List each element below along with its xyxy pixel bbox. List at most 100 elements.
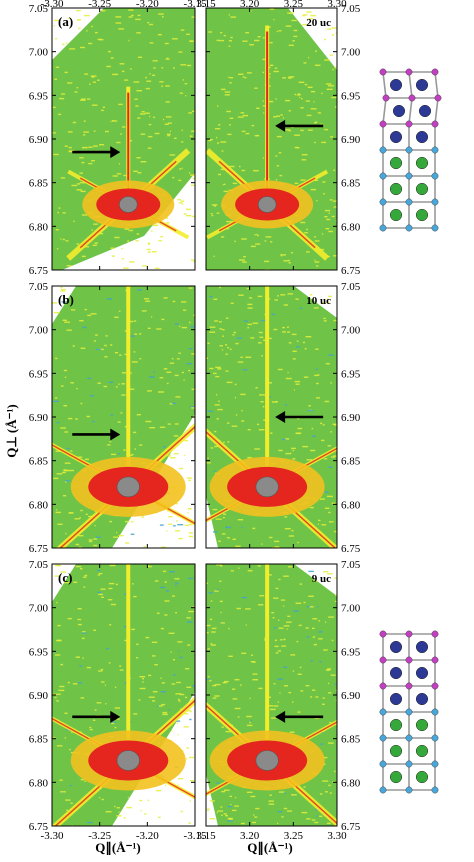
atom-center bbox=[415, 156, 429, 170]
y-ticks: 6.75 6.80 6.85 6.90 6.95 7.00 7.05 bbox=[29, 281, 195, 555]
arrow-indicator bbox=[275, 411, 324, 423]
y-tick-label: 6.90 bbox=[29, 134, 49, 146]
atom-center bbox=[415, 130, 429, 144]
atom-corner bbox=[434, 94, 442, 102]
y-tick-label: 6.75 bbox=[341, 265, 361, 277]
y-axis-title: Q⊥ (Å⁻¹) bbox=[4, 404, 19, 458]
y-tick-label: 6.95 bbox=[341, 646, 361, 658]
y-tick-label: 6.95 bbox=[341, 368, 361, 380]
x-axis-title-left: Q∥(Å⁻¹) bbox=[95, 840, 140, 856]
atom-center bbox=[415, 78, 429, 92]
y-tick-label: 6.85 bbox=[29, 456, 49, 468]
panel-label: (c) bbox=[58, 570, 72, 585]
atom-center bbox=[389, 130, 403, 144]
atom-center bbox=[392, 104, 406, 118]
bragg-peak bbox=[82, 180, 175, 229]
panel-c-left: -3.30 -3.25 -3.20 -3.15 6.75 6.80 6.85 6.90 6.95… bbox=[29, 559, 207, 842]
y-tick-label: 7.00 bbox=[29, 603, 49, 615]
y-tick-label: 7.00 bbox=[29, 47, 49, 59]
thickness-label: 10 uc bbox=[306, 295, 331, 307]
atom-corner bbox=[405, 708, 413, 716]
atom-corner bbox=[405, 682, 413, 690]
atom-corner bbox=[405, 734, 413, 742]
x-ticks: -3.30 -3.25 -3.20 -3.15 bbox=[41, 564, 207, 842]
bragg-peak bbox=[70, 456, 186, 517]
y-tick-label: 6.95 bbox=[341, 90, 361, 102]
crystal-structure-9uc bbox=[379, 630, 439, 794]
atom-center bbox=[415, 770, 429, 784]
bragg-peak bbox=[221, 180, 314, 229]
y-tick-label: 6.75 bbox=[29, 265, 49, 277]
atom-corner bbox=[405, 786, 413, 794]
atom-corner bbox=[405, 198, 413, 206]
y-ticks: 6.75 6.80 6.85 6.90 6.95 7.00 7.05 bbox=[29, 559, 195, 833]
y-ticks: 6.75 6.80 6.85 6.90 6.95 7.00 7.05 bbox=[206, 3, 361, 277]
atom-center bbox=[389, 744, 403, 758]
arrow-indicator bbox=[72, 428, 121, 441]
y-tick-label: 6.80 bbox=[29, 221, 49, 233]
x-ticks: 3.15 3.20 3.25 3.30 bbox=[196, 0, 347, 270]
x-tick-label-top: -3.15 bbox=[184, 0, 207, 10]
atom-corner bbox=[379, 224, 387, 232]
atom-corner bbox=[379, 172, 387, 180]
thickness-label: 20 uc bbox=[306, 17, 331, 29]
x-tick-label-top: 3.30 bbox=[327, 0, 347, 10]
panel-label: (a) bbox=[58, 14, 73, 29]
y-ticks: 6.75 6.80 6.85 6.90 6.95 7.00 7.05 bbox=[206, 281, 361, 555]
x-tick-label: -3.15 bbox=[184, 830, 207, 842]
y-tick-label: 6.85 bbox=[29, 734, 49, 746]
atom-center bbox=[389, 718, 403, 732]
y-tick-label: 6.80 bbox=[341, 221, 361, 233]
atom-center bbox=[415, 640, 429, 654]
bragg-peak bbox=[70, 730, 186, 791]
x-tick-label-top: 3.15 bbox=[196, 0, 216, 10]
y-tick-label: 6.90 bbox=[341, 412, 361, 424]
atom-corner bbox=[405, 172, 413, 180]
atom-center bbox=[389, 770, 403, 784]
heatmap-area bbox=[206, 286, 337, 548]
atom-corner bbox=[379, 708, 387, 716]
x-axis-title-right: Q∥(Å⁻¹) bbox=[247, 840, 292, 856]
panel-a-left: -3.30 -3.25 -3.20 -3.15 6.75 6.80 6.85 6.90 6.95… bbox=[29, 0, 207, 277]
heatmap-area bbox=[52, 564, 195, 826]
panel-a-right: 3.15 3.20 3.25 3.30 6.75 6.80 6.85 6.90 6.95 7.00… bbox=[196, 0, 360, 277]
atom-corner bbox=[379, 146, 387, 154]
y-tick-label: 7.05 bbox=[341, 281, 361, 293]
atom-center bbox=[389, 156, 403, 170]
y-tick-label: 7.00 bbox=[341, 603, 361, 615]
x-tick-label: 3.30 bbox=[327, 830, 347, 842]
y-tick-label: 6.95 bbox=[29, 368, 49, 380]
atom-center bbox=[389, 640, 403, 654]
heatmap-area bbox=[52, 8, 195, 270]
atom-corner bbox=[379, 682, 387, 690]
y-tick-label: 6.85 bbox=[341, 734, 361, 746]
atom-corner bbox=[431, 682, 439, 690]
y-ticks: 6.75 6.80 6.85 6.90 6.95 7.00 7.05 bbox=[206, 559, 361, 833]
thickness-label: 9 uc bbox=[312, 573, 331, 585]
y-tick-label: 6.80 bbox=[29, 777, 49, 789]
atom-corner bbox=[405, 120, 413, 128]
x-ticks: -3.30 -3.25 -3.20 -3.15 bbox=[41, 0, 207, 270]
y-tick-label: 6.85 bbox=[341, 456, 361, 468]
y-tick-label: 7.00 bbox=[29, 325, 49, 337]
x-tick-label: 3.15 bbox=[196, 830, 216, 842]
y-tick-label: 6.80 bbox=[341, 777, 361, 789]
y-tick-label: 7.00 bbox=[341, 325, 361, 337]
measured-region bbox=[206, 8, 337, 270]
atom-corner bbox=[379, 198, 387, 206]
atom-corner bbox=[431, 786, 439, 794]
atom-corner bbox=[405, 68, 413, 76]
y-tick-label: 6.90 bbox=[341, 690, 361, 702]
bragg-peak bbox=[209, 456, 325, 517]
atom-corner bbox=[379, 630, 387, 638]
x-ticks bbox=[205, 286, 338, 548]
y-tick-label: 6.90 bbox=[29, 412, 49, 424]
atom-center bbox=[389, 208, 403, 222]
atom-corner bbox=[431, 68, 439, 76]
y-tick-label: 6.75 bbox=[29, 821, 49, 833]
y-tick-label: 6.75 bbox=[341, 821, 361, 833]
atom-center bbox=[418, 104, 432, 118]
panel-c-right: 3.15 3.20 3.25 3.306.75 6.80 6.85 6.90 6.95 7.00… bbox=[196, 559, 361, 842]
atom-corner bbox=[382, 94, 390, 102]
x-tick-label: -3.20 bbox=[136, 830, 159, 842]
